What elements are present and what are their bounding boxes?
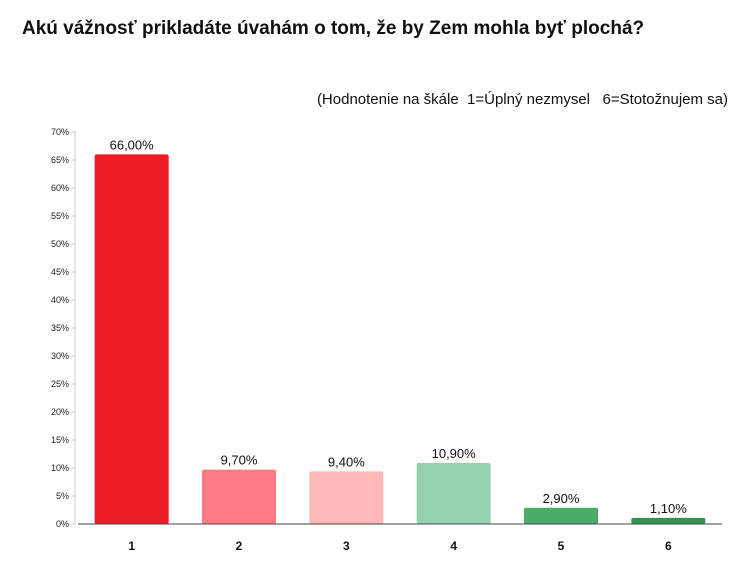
chart-subtitle: (Hodnotenie na škále 1=Úplný nezmysel 6=… (316, 91, 728, 108)
chart-title: Akú vážnosť prikladáte úvahám o tom, že … (22, 18, 645, 39)
data-label: 9,70% (221, 453, 258, 468)
x-axis: 1 2 3 4 5 6 (78, 523, 722, 553)
y-tick-label: 20% (51, 407, 69, 417)
bar (524, 507, 598, 524)
bar (202, 469, 276, 524)
y-tick-label: 5% (56, 491, 69, 501)
x-tick-label: 5 (558, 539, 565, 553)
x-tick-label: 4 (450, 539, 457, 553)
x-tick-label: 1 (128, 539, 135, 553)
y-tick-label: 55% (51, 211, 69, 221)
y-tick-label: 15% (51, 435, 69, 445)
bars: 66,00% 9,70% 9,40% 10,90% 2,90% 1,10% (94, 137, 706, 524)
x-tick-label: 6 (665, 539, 672, 553)
data-label: 2,90% (543, 491, 580, 506)
y-tick-label: 60% (51, 183, 69, 193)
y-tick-label: 0% (56, 519, 69, 529)
bar (416, 462, 491, 524)
y-tick-label: 25% (51, 379, 69, 389)
x-tick-label: 3 (343, 539, 350, 553)
bar (631, 517, 706, 524)
y-tick-label: 30% (51, 351, 69, 361)
data-label: 66,00% (110, 137, 155, 152)
data-label: 10,90% (432, 446, 477, 461)
bar (309, 471, 384, 524)
x-tick-label: 2 (236, 539, 243, 553)
y-tick-label: 40% (51, 295, 69, 305)
data-label: 1,10% (650, 501, 687, 516)
y-tick-label: 10% (51, 463, 69, 473)
y-tick-label: 70% (51, 127, 69, 137)
bar (94, 154, 169, 524)
y-tick-label: 65% (51, 155, 69, 165)
data-label: 9,40% (328, 454, 365, 469)
y-tick-label: 45% (51, 267, 69, 277)
y-tick-label: 50% (51, 239, 69, 249)
y-axis: 0% 5% 10% 15% 20% 25% 30% 35% 40% 45% 50% 55% 60% 65%… (51, 127, 76, 529)
y-tick-label: 35% (51, 323, 69, 333)
